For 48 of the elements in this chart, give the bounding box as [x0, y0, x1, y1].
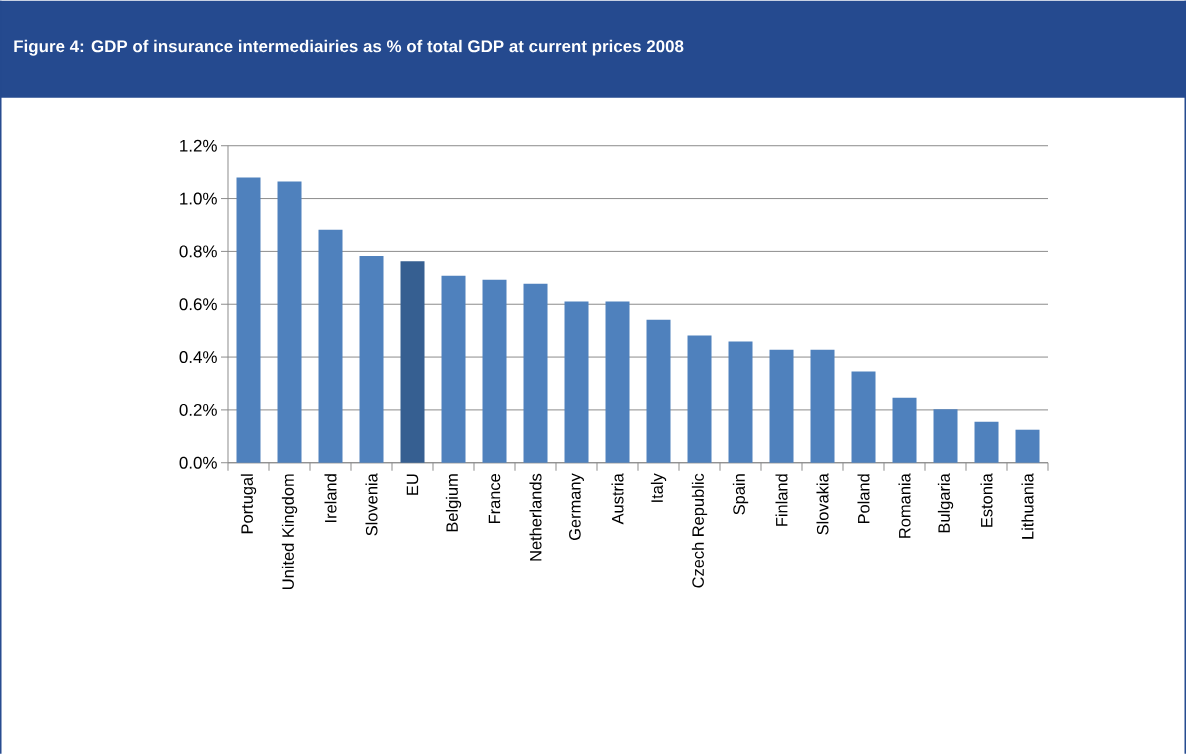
- bar: [441, 275, 466, 463]
- x-tick-label: France: [488, 473, 501, 523]
- bar: [318, 229, 343, 463]
- y-tick-label: 0.4%: [179, 350, 217, 363]
- bar: [605, 301, 630, 463]
- x-tick-label: Spain: [732, 474, 749, 515]
- bar: [564, 301, 589, 463]
- bar: [1015, 429, 1040, 463]
- x-tick-label: Bulgaria: [937, 473, 954, 532]
- bar: [236, 177, 261, 463]
- y-tick-label: 0.6%: [179, 298, 217, 310]
- x-tick-label: Italy: [650, 473, 667, 502]
- bar: [359, 255, 384, 463]
- x-tick-label: Ireland: [324, 474, 337, 522]
- x-tick-label: Czech Republic: [691, 473, 708, 588]
- bar: [933, 409, 958, 463]
- x-tick-label: United Kingdom: [281, 474, 298, 589]
- x-tick-label: Portugal: [240, 474, 257, 533]
- bar: [728, 341, 753, 463]
- x-tick-label: Germany: [569, 473, 584, 540]
- y-tick-label: 0.0%: [179, 456, 217, 469]
- bar: [892, 397, 917, 463]
- bar: [687, 335, 712, 463]
- x-tick-label: Slovakia: [816, 473, 829, 535]
- chart-title: Figure 4: GDP of insurance intermediairies as % of total GDP at current prices 2008: [14, 39, 684, 56]
- x-tick-label: Austria: [611, 473, 624, 525]
- x-tick-label: Belgium: [445, 474, 462, 532]
- bar: [646, 319, 671, 463]
- x-tick-label: Netherlands: [529, 473, 542, 561]
- y-tick-label: 0.8%: [179, 245, 217, 258]
- bar: [400, 260, 425, 463]
- x-tick-label: Slovenia: [365, 473, 378, 536]
- y-tick-label: 1.0%: [180, 192, 217, 205]
- x-tick-label: Poland: [857, 474, 870, 523]
- y-tick-label: 1.2%: [180, 139, 217, 152]
- bar: [482, 279, 507, 463]
- y-tick-label: 0.2%: [179, 403, 217, 416]
- bar: [769, 349, 794, 463]
- bar: [810, 349, 835, 463]
- x-tick-label: Finland: [775, 474, 788, 526]
- bar: [851, 371, 876, 463]
- x-tick-label: EU: [406, 474, 419, 495]
- bar: [523, 283, 548, 463]
- x-tick-label: Romania: [898, 473, 911, 538]
- x-tick-label: Estonia: [980, 473, 993, 527]
- bar: [974, 421, 999, 463]
- bar: [277, 181, 302, 463]
- x-tick-label: Lithuania: [1021, 473, 1034, 539]
